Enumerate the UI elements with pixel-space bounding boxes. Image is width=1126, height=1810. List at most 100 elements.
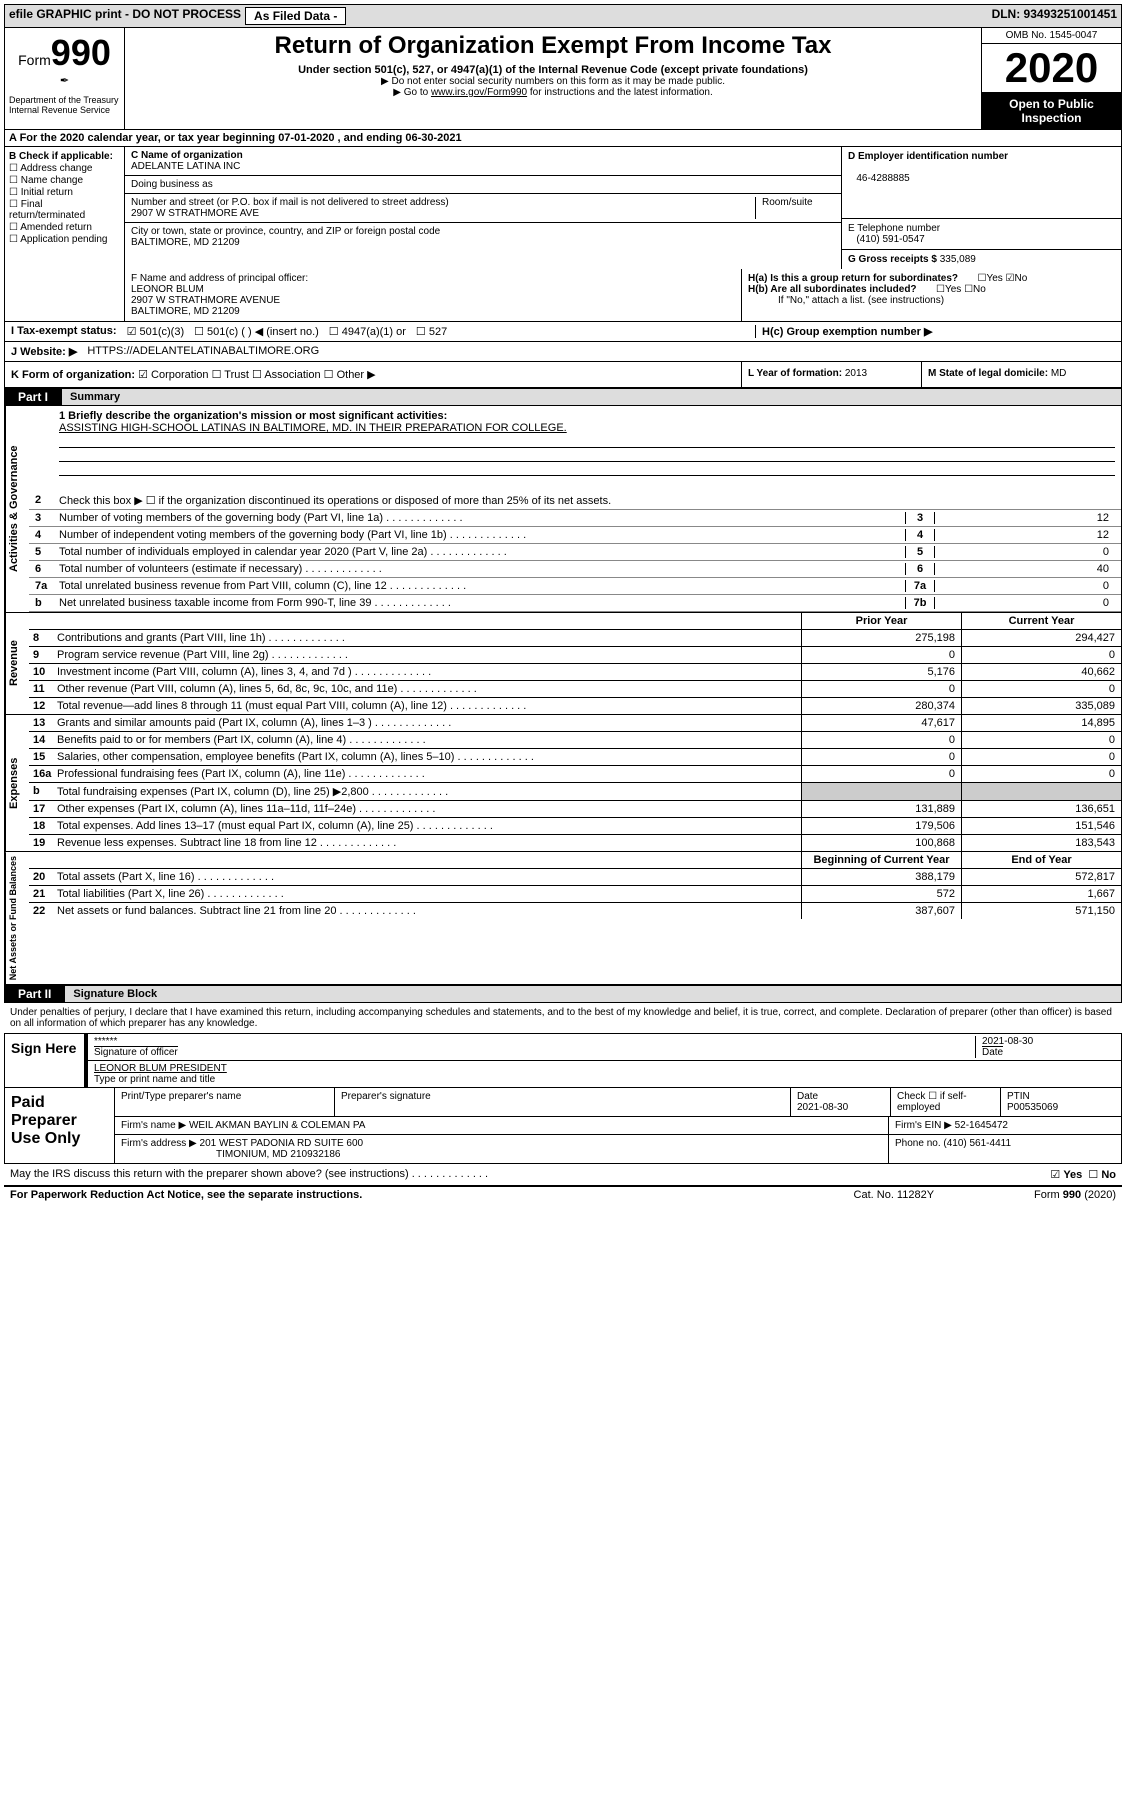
fh-row: F Name and address of principal officer:…: [4, 269, 1122, 322]
chk-501c3[interactable]: ☑ 501(c)(3): [127, 325, 185, 338]
vlabel-gov: Activities & Governance: [5, 406, 29, 612]
chk-amended[interactable]: ☐ Amended return: [9, 222, 120, 233]
gov-line-5: 5Total number of individuals employed in…: [29, 544, 1121, 561]
topbar: efile GRAPHIC print - DO NOT PROCESS As …: [4, 4, 1122, 28]
tax-year: 2020: [982, 44, 1121, 93]
address-cell: Number and street (or P.O. box if mail i…: [125, 194, 841, 223]
gov-line-7b: bNet unrelated business taxable income f…: [29, 595, 1121, 612]
gov-line-3: 3Number of voting members of the governi…: [29, 510, 1121, 527]
inspection-notice: Open to Public Inspection: [982, 93, 1121, 129]
mission-text: ASSISTING HIGH-SCHOOL LATINAS IN BALTIMO…: [59, 422, 567, 434]
discuss-no[interactable]: ☐ No: [1088, 1168, 1116, 1181]
exp-line-17: 17Other expenses (Part IX, column (A), l…: [29, 801, 1121, 818]
rev-line-8: 8Contributions and grants (Part VIII, li…: [29, 630, 1121, 647]
net-line-20: 20Total assets (Part X, line 16)388,1795…: [29, 869, 1121, 886]
expenses-block: Expenses 13Grants and similar amounts pa…: [4, 715, 1122, 852]
part-i-header: Part I Summary: [4, 388, 1122, 406]
gov-line-6: 6Total number of volunteers (estimate if…: [29, 561, 1121, 578]
org-name: ADELANTE LATINA INC: [131, 161, 240, 172]
phone-value: (410) 591-0547: [856, 234, 924, 245]
chk-final-return[interactable]: ☐ Final return/terminated: [9, 199, 120, 221]
chk-initial-return[interactable]: ☐ Initial return: [9, 187, 120, 198]
section-bcd: B Check if applicable: ☐ Address change …: [4, 147, 1122, 269]
chk-name-change[interactable]: ☐ Name change: [9, 175, 120, 186]
omb-number: OMB No. 1545-0047: [982, 28, 1121, 44]
row-j: J Website: ▶ HTTPS://ADELANTELATINABALTI…: [4, 342, 1122, 362]
vlabel-exp: Expenses: [5, 715, 29, 851]
chk-address-change[interactable]: ☐ Address change: [9, 163, 120, 174]
footer: For Paperwork Reduction Act Notice, see …: [4, 1185, 1122, 1203]
chk-app-pending[interactable]: ☐ Application pending: [9, 234, 120, 245]
form-note-2: ▶ Go to www.irs.gov/Form990 for instruct…: [133, 87, 973, 98]
exp-line-14: 14Benefits paid to or for members (Part …: [29, 732, 1121, 749]
gov-line-7a: 7aTotal unrelated business revenue from …: [29, 578, 1121, 595]
principal-officer: F Name and address of principal officer:…: [125, 269, 741, 321]
exp-line-15: 15Salaries, other compensation, employee…: [29, 749, 1121, 766]
row-a-tax-year: A For the 2020 calendar year, or tax yea…: [4, 130, 1122, 147]
efile-notice: efile GRAPHIC print - DO NOT PROCESS: [9, 7, 241, 25]
m-state: M State of legal domicile: MD: [921, 362, 1121, 387]
vlabel-rev: Revenue: [5, 613, 29, 714]
form-990-page: efile GRAPHIC print - DO NOT PROCESS As …: [0, 0, 1126, 1207]
org-name-cell: C Name of organization ADELANTE LATINA I…: [125, 147, 841, 176]
l-year-formation: L Year of formation: 2013: [741, 362, 921, 387]
col-d: D Employer identification number 46-4288…: [841, 147, 1121, 269]
discuss-yes[interactable]: ☑ Yes: [1050, 1168, 1082, 1181]
activities-governance: Activities & Governance 1 Briefly descri…: [4, 406, 1122, 613]
vlabel-net: Net Assets or Fund Balances: [5, 852, 29, 984]
prep-row-2: Firm's name ▶ WEIL AKMAN BAYLIN & COLEMA…: [115, 1117, 1121, 1135]
prep-row-3: Firm's address ▶ 201 WEST PADONIA RD SUI…: [115, 1135, 1121, 1163]
part-ii-header: Part II Signature Block: [4, 985, 1122, 1003]
col-b: B Check if applicable: ☐ Address change …: [5, 147, 125, 269]
header-title-block: Return of Organization Exempt From Incom…: [125, 28, 981, 129]
net-assets-block: Net Assets or Fund Balances Beginning of…: [4, 852, 1122, 985]
header-left: Form990 ✒ Department of the Treasury Int…: [5, 28, 125, 129]
kl-row: K Form of organization: ☑ Corporation ☐ …: [4, 362, 1122, 388]
form-note-1: ▶ Do not enter social security numbers o…: [133, 76, 973, 87]
chk-501c[interactable]: ☐ 501(c) ( ) ◀ (insert no.): [194, 325, 319, 338]
gross-receipts-cell: G Gross receipts $ 335,089: [842, 250, 1121, 269]
group-return-block: H(a) Is this a group return for subordin…: [741, 269, 1121, 321]
org-address: 2907 W STRATHMORE AVE: [131, 208, 259, 219]
chk-527[interactable]: ☐ 527: [416, 325, 447, 338]
gross-receipts: 335,089: [940, 254, 976, 265]
paid-preparer-block: Paid Preparer Use Only Print/Type prepar…: [4, 1088, 1122, 1164]
website-url: HTTPS://ADELANTELATINABALTIMORE.ORG: [87, 345, 319, 358]
sig-intro: Under penalties of perjury, I declare th…: [4, 1003, 1122, 1033]
exp-line-18: 18Total expenses. Add lines 13–17 (must …: [29, 818, 1121, 835]
exp-line-b: bTotal fundraising expenses (Part IX, co…: [29, 783, 1121, 801]
dba-cell: Doing business as: [125, 176, 841, 194]
dept-label: Department of the Treasury Internal Reve…: [9, 95, 120, 115]
b-label: B Check if applicable:: [9, 151, 120, 162]
header-right: OMB No. 1545-0047 2020 Open to Public In…: [981, 28, 1121, 129]
line-2: 2Check this box ▶ ☐ if the organization …: [29, 492, 1121, 510]
mission-block: 1 Briefly describe the organization's mi…: [29, 406, 1121, 492]
exp-line-13: 13Grants and similar amounts paid (Part …: [29, 715, 1121, 732]
rev-header-row: Prior Year Current Year: [29, 613, 1121, 630]
exp-line-16a: 16aProfessional fundraising fees (Part I…: [29, 766, 1121, 783]
rev-line-11: 11Other revenue (Part VIII, column (A), …: [29, 681, 1121, 698]
form-subtitle: Under section 501(c), 527, or 4947(a)(1)…: [133, 64, 973, 76]
rev-line-12: 12Total revenue—add lines 8 through 11 (…: [29, 698, 1121, 714]
ein-value: 46-4288885: [856, 173, 909, 184]
exp-line-19: 19Revenue less expenses. Subtract line 1…: [29, 835, 1121, 851]
form-title: Return of Organization Exempt From Incom…: [133, 32, 973, 60]
phone-cell: E Telephone number (410) 591-0547: [842, 219, 1121, 250]
sign-here-block: Sign Here ****** Signature of officer 20…: [4, 1033, 1122, 1088]
discuss-row: May the IRS discuss this return with the…: [4, 1164, 1122, 1185]
revenue-block: Revenue Prior Year Current Year 8Contrib…: [4, 613, 1122, 715]
rev-line-10: 10Investment income (Part VIII, column (…: [29, 664, 1121, 681]
form-header: Form990 ✒ Department of the Treasury Int…: [4, 28, 1122, 130]
k-form-org: K Form of organization: ☑ Corporation ☐ …: [5, 362, 741, 387]
chk-4947[interactable]: ☐ 4947(a)(1) or: [329, 325, 406, 338]
org-city: BALTIMORE, MD 21209: [131, 237, 240, 248]
gov-line-4: 4Number of independent voting members of…: [29, 527, 1121, 544]
net-header-row: Beginning of Current Year End of Year: [29, 852, 1121, 869]
col-c: C Name of organization ADELANTE LATINA I…: [125, 147, 841, 269]
prep-row-1: Print/Type preparer's name Preparer's si…: [115, 1088, 1121, 1117]
net-line-21: 21Total liabilities (Part X, line 26)572…: [29, 886, 1121, 903]
dln-number: DLN: 93493251001451: [992, 7, 1117, 25]
as-filed-box: As Filed Data -: [245, 7, 346, 25]
city-cell: City or town, state or province, country…: [125, 223, 841, 251]
rev-line-9: 9Program service revenue (Part VIII, lin…: [29, 647, 1121, 664]
